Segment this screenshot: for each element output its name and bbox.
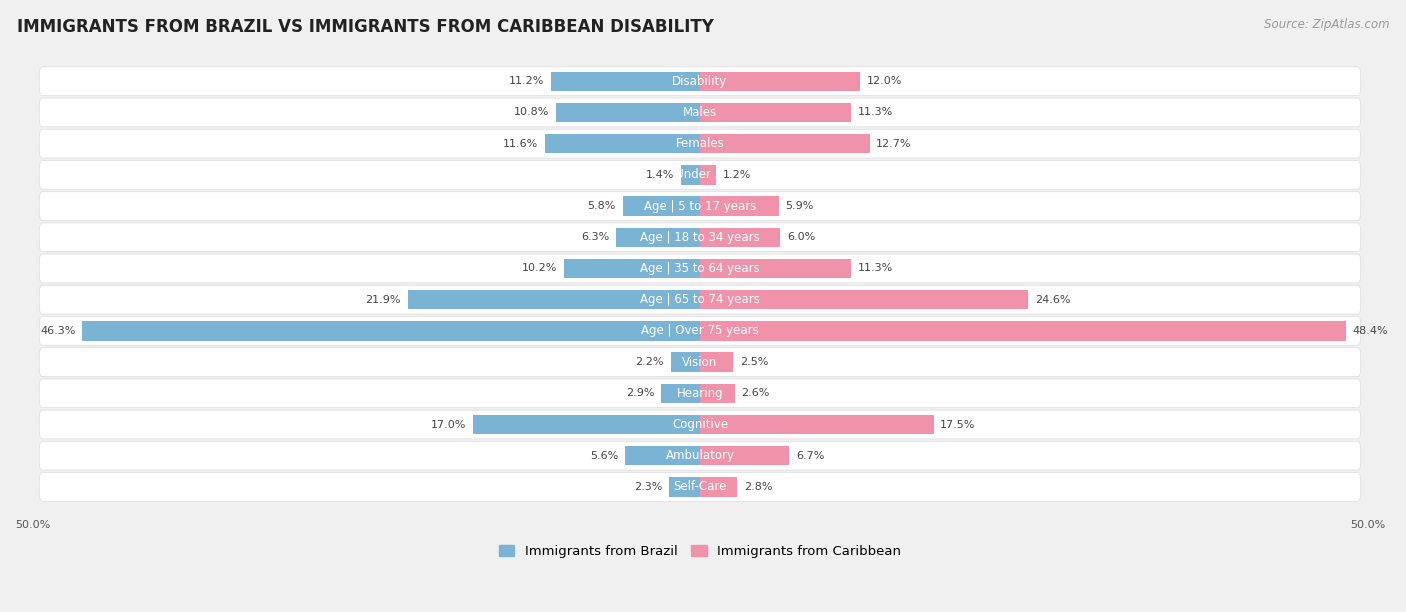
Text: Age | Over 75 years: Age | Over 75 years	[641, 324, 759, 337]
Bar	[700, 415, 934, 434]
Text: Self-Care: Self-Care	[673, 480, 727, 493]
Bar	[700, 446, 789, 465]
Text: 6.7%: 6.7%	[796, 450, 824, 461]
Text: 2.3%: 2.3%	[634, 482, 662, 492]
Text: 46.3%: 46.3%	[39, 326, 76, 336]
FancyBboxPatch shape	[39, 98, 1361, 127]
FancyBboxPatch shape	[39, 223, 1361, 252]
FancyBboxPatch shape	[39, 441, 1361, 470]
Text: 12.7%: 12.7%	[876, 139, 911, 149]
FancyBboxPatch shape	[39, 160, 1361, 189]
Text: 10.8%: 10.8%	[513, 108, 550, 118]
FancyBboxPatch shape	[39, 129, 1361, 158]
Text: Age | 35 to 64 years: Age | 35 to 64 years	[640, 262, 759, 275]
Bar	[700, 259, 851, 278]
Bar	[616, 228, 700, 247]
Bar	[700, 290, 1028, 309]
Text: 1.2%: 1.2%	[723, 170, 751, 180]
Bar	[671, 353, 700, 371]
Text: 2.9%: 2.9%	[626, 388, 655, 398]
Bar	[626, 446, 700, 465]
Bar	[700, 134, 869, 154]
FancyBboxPatch shape	[39, 192, 1361, 220]
FancyBboxPatch shape	[39, 379, 1361, 408]
FancyBboxPatch shape	[39, 285, 1361, 314]
Text: 48.4%: 48.4%	[1353, 326, 1388, 336]
Bar	[700, 72, 860, 91]
Text: Source: ZipAtlas.com: Source: ZipAtlas.com	[1264, 18, 1389, 31]
Text: Disability: Disability	[672, 75, 728, 88]
Bar	[408, 290, 700, 309]
Text: Age | 18 to 34 years: Age | 18 to 34 years	[640, 231, 759, 244]
Text: IMMIGRANTS FROM BRAZIL VS IMMIGRANTS FROM CARIBBEAN DISABILITY: IMMIGRANTS FROM BRAZIL VS IMMIGRANTS FRO…	[17, 18, 714, 36]
Bar	[700, 353, 734, 371]
Text: 11.3%: 11.3%	[858, 108, 893, 118]
FancyBboxPatch shape	[39, 472, 1361, 501]
Bar	[700, 165, 716, 185]
Bar	[700, 321, 1346, 340]
Legend: Immigrants from Brazil, Immigrants from Caribbean: Immigrants from Brazil, Immigrants from …	[499, 545, 901, 558]
Text: 5.6%: 5.6%	[591, 450, 619, 461]
Text: 11.3%: 11.3%	[858, 264, 893, 274]
Text: Cognitive: Cognitive	[672, 418, 728, 431]
Text: Age | Under 5 years: Age | Under 5 years	[641, 168, 759, 181]
Bar	[700, 196, 779, 216]
Text: Hearing: Hearing	[676, 387, 723, 400]
Bar	[546, 134, 700, 154]
Text: 2.2%: 2.2%	[636, 357, 664, 367]
Text: 10.2%: 10.2%	[522, 264, 557, 274]
Text: 1.4%: 1.4%	[647, 170, 675, 180]
Text: 11.6%: 11.6%	[503, 139, 538, 149]
Text: 24.6%: 24.6%	[1035, 295, 1070, 305]
Text: 17.5%: 17.5%	[941, 419, 976, 430]
Bar	[82, 321, 700, 340]
FancyBboxPatch shape	[39, 316, 1361, 345]
Text: 2.8%: 2.8%	[744, 482, 772, 492]
Text: Males: Males	[683, 106, 717, 119]
Text: 5.8%: 5.8%	[588, 201, 616, 211]
Text: 2.6%: 2.6%	[741, 388, 769, 398]
Bar	[564, 259, 700, 278]
Text: Age | 5 to 17 years: Age | 5 to 17 years	[644, 200, 756, 212]
FancyBboxPatch shape	[39, 410, 1361, 439]
Text: 2.5%: 2.5%	[740, 357, 769, 367]
Text: 5.9%: 5.9%	[786, 201, 814, 211]
FancyBboxPatch shape	[39, 67, 1361, 95]
Text: 6.3%: 6.3%	[581, 233, 609, 242]
Bar	[669, 477, 700, 496]
Text: 11.2%: 11.2%	[509, 76, 544, 86]
Bar	[700, 228, 780, 247]
Text: Age | 65 to 74 years: Age | 65 to 74 years	[640, 293, 759, 306]
Bar	[555, 103, 700, 122]
Bar	[661, 384, 700, 403]
Text: 12.0%: 12.0%	[868, 76, 903, 86]
Text: 17.0%: 17.0%	[432, 419, 467, 430]
Text: Vision: Vision	[682, 356, 717, 368]
Bar	[623, 196, 700, 216]
FancyBboxPatch shape	[39, 254, 1361, 283]
Text: 21.9%: 21.9%	[366, 295, 401, 305]
Bar	[700, 477, 737, 496]
FancyBboxPatch shape	[39, 348, 1361, 376]
Bar	[472, 415, 700, 434]
Bar	[700, 384, 735, 403]
Bar	[700, 103, 851, 122]
Text: Females: Females	[676, 137, 724, 150]
Bar	[682, 165, 700, 185]
Bar	[551, 72, 700, 91]
Text: Ambulatory: Ambulatory	[665, 449, 734, 462]
Text: 6.0%: 6.0%	[787, 233, 815, 242]
